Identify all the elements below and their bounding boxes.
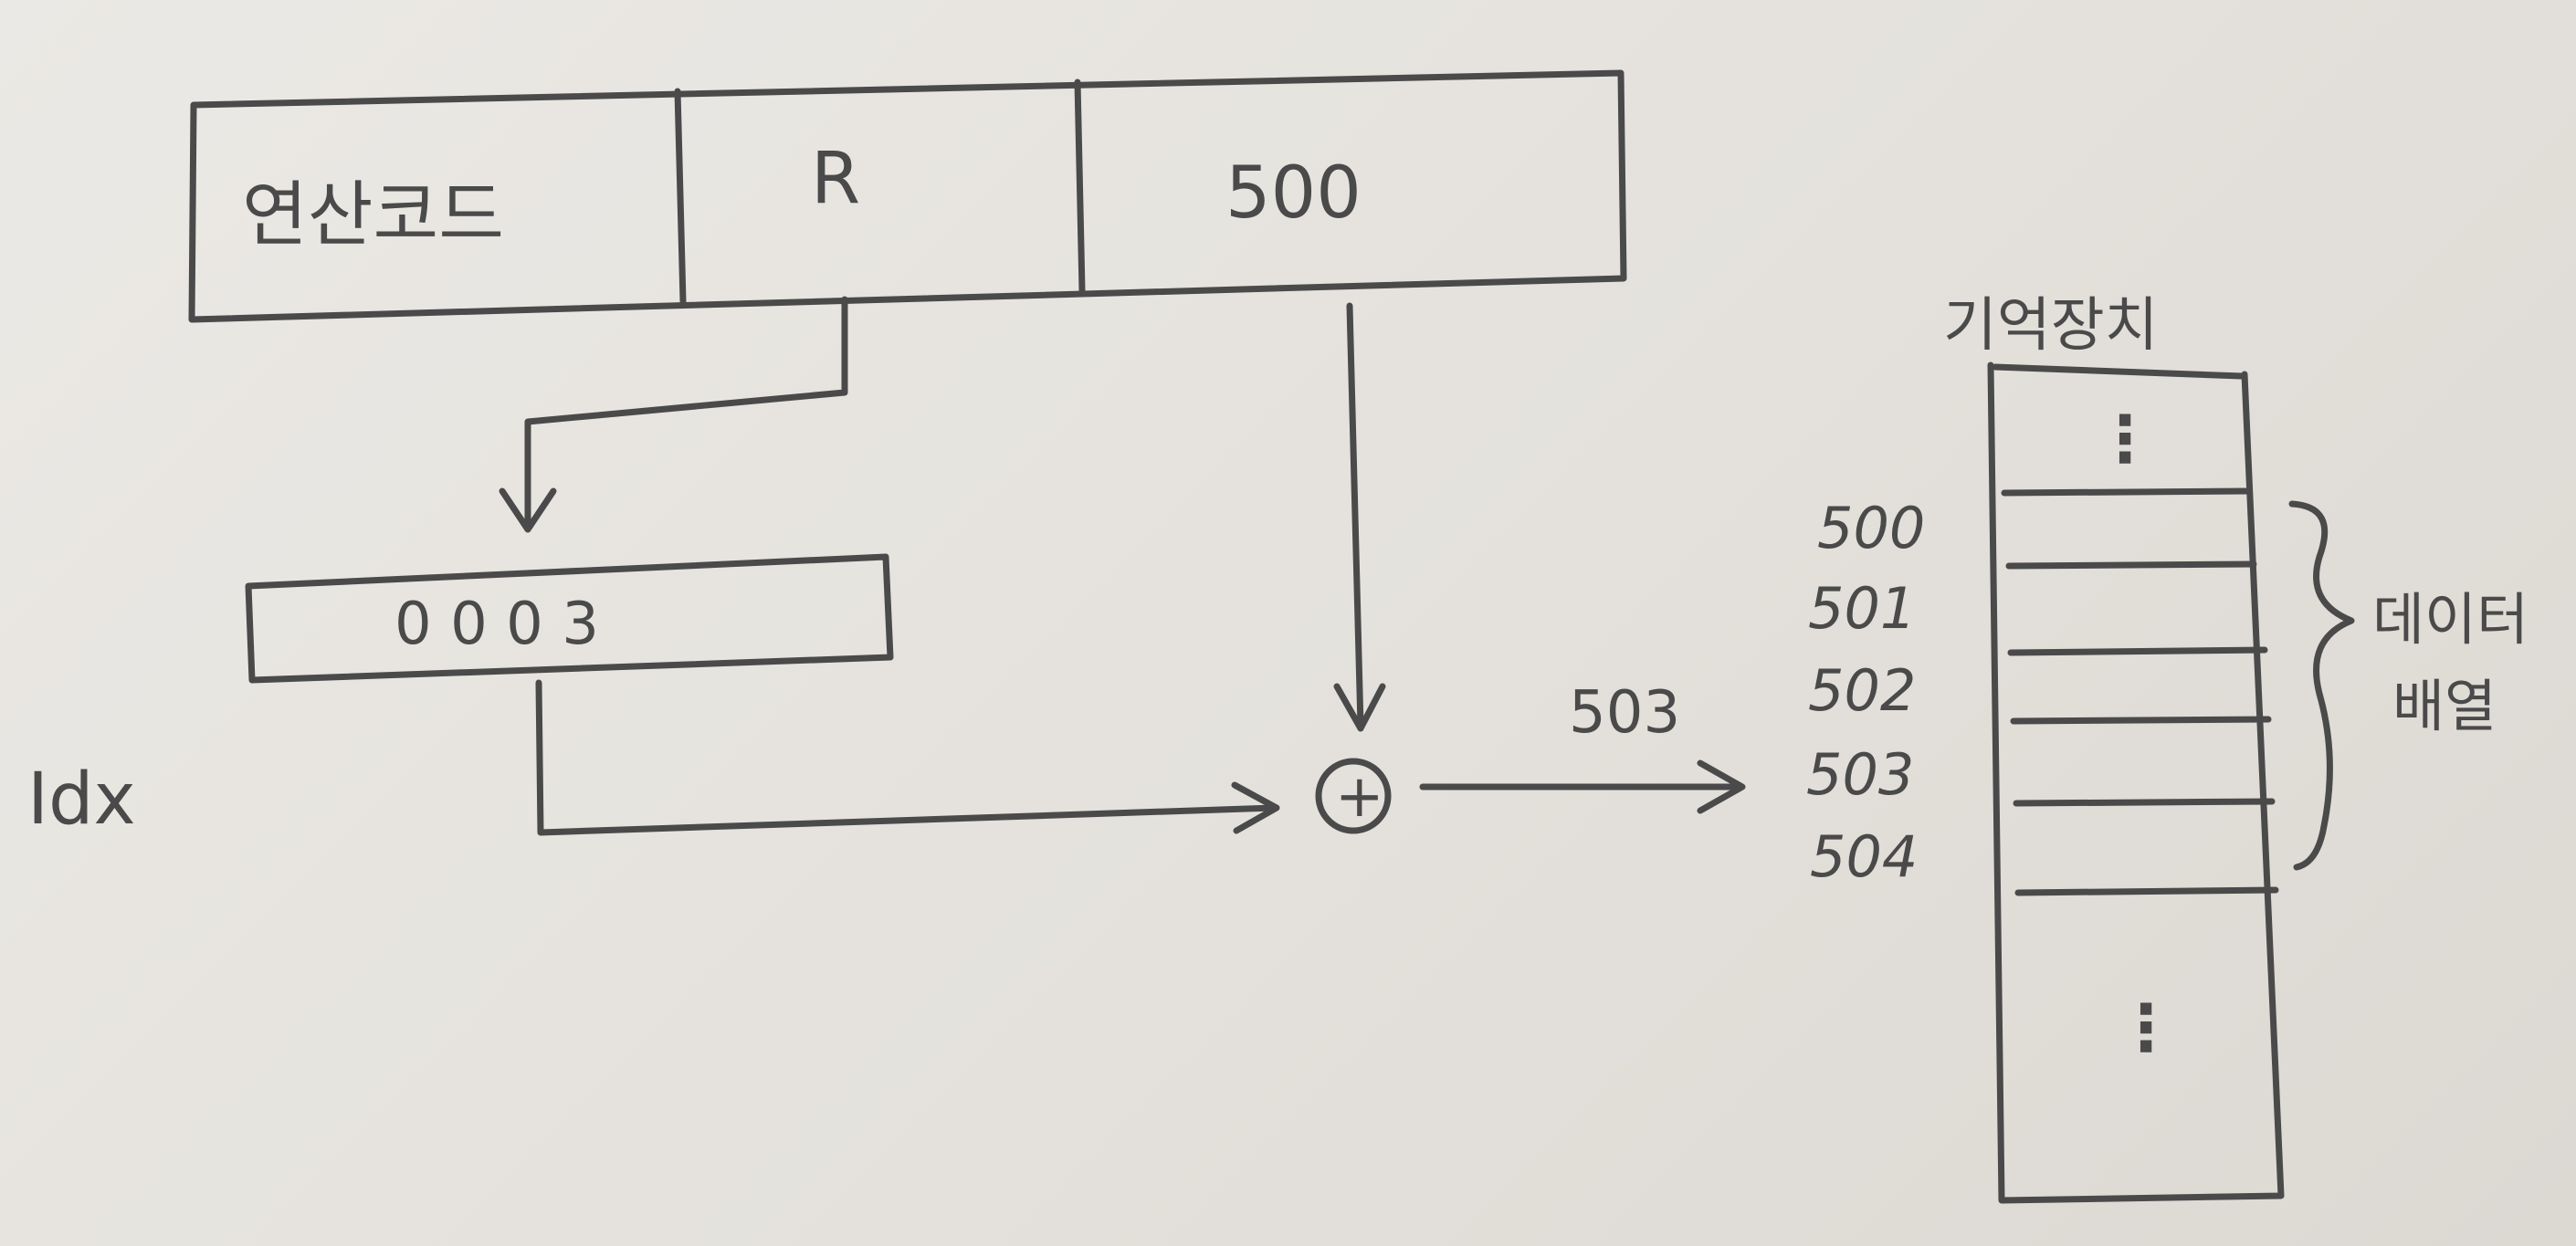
instruction-divider-2 <box>1078 82 1082 290</box>
index-to-adder-path <box>539 683 1277 832</box>
memory-row-line-4 <box>2013 719 2268 721</box>
data-array-label-line1: 데이터 <box>2372 586 2529 653</box>
index-register-label: Idx <box>27 759 136 841</box>
data-array-brace <box>2292 504 2351 867</box>
instruction-word: 연산코드 R 500 <box>192 73 1624 319</box>
adder: + <box>1319 761 1388 831</box>
index-register: 0 0 0 3 Idx <box>27 557 890 841</box>
register-field-label: R <box>811 138 860 220</box>
memory-row-line-6 <box>2018 890 2276 893</box>
memory-title-underline <box>1995 367 2242 376</box>
index-register-value: 0 0 0 3 <box>394 591 599 658</box>
address-field-value: 500 <box>1225 152 1362 235</box>
effective-address-path: 503 <box>1423 679 1742 811</box>
memory-address-2: 501 <box>1808 575 1916 642</box>
register-path-line <box>528 299 845 525</box>
memory-top-ellipsis: ⋮ <box>2093 402 2157 476</box>
address-path-line <box>1350 306 1361 726</box>
memory-unit: 기억장치 ⋮ ⋮ 500 501 502 503 504 데이터 배열 <box>1806 292 2529 1200</box>
memory-address-3: 502 <box>1808 657 1916 724</box>
memory-bottom-ellipsis: ⋮ <box>2114 990 2178 1065</box>
memory-row-line-1 <box>2004 491 2248 493</box>
register-select-path <box>502 299 845 529</box>
memory-address-4: 503 <box>1806 741 1914 808</box>
opcode-field-label: 연산코드 <box>242 174 504 257</box>
effective-address-label: 503 <box>1569 679 1680 747</box>
index-path-line <box>539 683 1274 832</box>
memory-address-5: 504 <box>1810 823 1918 890</box>
memory-row-line-2 <box>2009 564 2254 566</box>
address-path <box>1337 306 1383 728</box>
adder-symbol: + <box>1335 763 1384 831</box>
memory-address-1: 500 <box>1817 495 1925 561</box>
instruction-divider-1 <box>678 91 683 301</box>
memory-title: 기억장치 <box>1943 292 2159 360</box>
data-array-label-line2: 배열 <box>2392 673 2497 739</box>
memory-row-line-3 <box>2011 650 2265 653</box>
memory-row-line-5 <box>2016 801 2272 803</box>
